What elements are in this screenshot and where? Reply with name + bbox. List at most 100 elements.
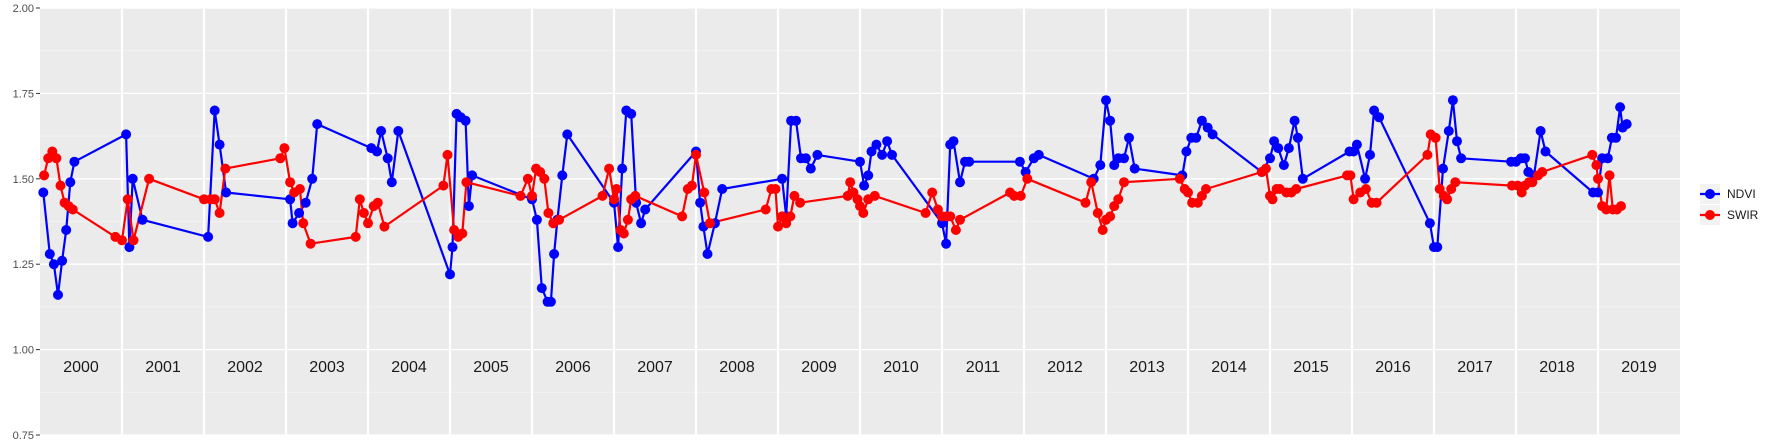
- data-point-ndvi: [48, 259, 59, 270]
- data-point-swir: [438, 180, 449, 191]
- data-point-ndvi: [467, 170, 478, 181]
- data-point-swir: [630, 190, 641, 201]
- data-point-ndvi: [1447, 95, 1458, 106]
- data-point-ndvi: [214, 139, 225, 150]
- data-point-swir: [305, 238, 316, 249]
- data-point-swir: [457, 228, 468, 239]
- year-label: 2005: [473, 359, 509, 376]
- data-point-swir: [358, 208, 369, 218]
- data-point-swir: [1097, 225, 1108, 235]
- data-point-ndvi: [1360, 173, 1371, 184]
- y-tick-label: 0.75: [13, 430, 34, 442]
- data-point-swir: [618, 228, 629, 239]
- data-point-swir: [1360, 184, 1371, 194]
- year-label: 2015: [1293, 359, 1329, 376]
- data-point-swir: [858, 208, 869, 218]
- year-label: 2019: [1621, 359, 1657, 376]
- data-point-swir: [1086, 177, 1097, 188]
- data-point-swir: [604, 163, 615, 174]
- data-point-swir: [354, 194, 365, 205]
- y-axis: 0.75 1.00 1.25 1.50 1.75 2.00: [13, 3, 40, 442]
- data-point-swir: [1092, 208, 1103, 218]
- data-point-ndvi: [127, 173, 138, 184]
- data-point-swir: [795, 197, 806, 208]
- data-point-swir: [677, 211, 688, 222]
- data-point-swir: [214, 208, 225, 218]
- data-point-swir: [927, 187, 938, 198]
- data-point-ndvi: [859, 180, 870, 191]
- data-point-ndvi: [1615, 102, 1626, 113]
- data-point-ndvi: [69, 156, 80, 167]
- data-point-ndvi: [557, 170, 568, 181]
- data-point-ndvi: [805, 163, 816, 174]
- data-point-swir: [1591, 160, 1602, 171]
- data-point-swir: [1174, 173, 1185, 184]
- y-tick-label: 1.75: [13, 88, 34, 100]
- data-point-swir: [597, 190, 608, 201]
- data-point-ndvi: [941, 238, 952, 249]
- data-point-ndvi: [312, 119, 323, 130]
- data-point-ndvi: [1424, 218, 1435, 229]
- data-point-swir: [945, 211, 956, 222]
- data-point-swir: [372, 197, 383, 208]
- data-point-swir: [275, 153, 286, 164]
- data-point-ndvi: [613, 242, 624, 253]
- data-point-swir: [1371, 197, 1382, 208]
- data-point-ndvi: [1101, 95, 1111, 106]
- data-point-ndvi: [287, 218, 298, 229]
- data-point-ndvi: [1443, 126, 1454, 136]
- data-point-ndvi: [1129, 163, 1140, 174]
- data-point-swir: [363, 218, 373, 229]
- data-point-ndvi: [294, 208, 305, 218]
- data-point-ndvi: [536, 283, 547, 294]
- data-point-ndvi: [1124, 132, 1134, 143]
- data-point-ndvi: [717, 184, 728, 194]
- legend: NDVI SWIR: [1700, 184, 1759, 225]
- data-point-ndvi: [866, 146, 877, 157]
- data-point-swir: [554, 214, 565, 225]
- data-point-ndvi: [1611, 132, 1621, 143]
- data-point-ndvi: [447, 242, 458, 253]
- data-point-swir: [1616, 201, 1626, 212]
- data-point-swir: [611, 184, 622, 194]
- year-label: 2004: [391, 359, 427, 376]
- data-point-ndvi: [1283, 143, 1294, 154]
- data-point-ndvi: [1278, 160, 1289, 171]
- year-label: 2007: [637, 359, 673, 376]
- data-point-swir: [1080, 197, 1091, 208]
- data-point-swir: [1201, 184, 1211, 194]
- year-label: 2018: [1539, 359, 1575, 376]
- year-label: 2009: [801, 359, 837, 376]
- data-point-swir: [209, 194, 220, 205]
- data-point-swir: [691, 149, 701, 160]
- data-point-ndvi: [121, 129, 132, 140]
- data-point-ndvi: [1196, 115, 1207, 126]
- data-point-ndvi: [372, 146, 382, 157]
- data-point-ndvi: [1593, 187, 1603, 198]
- data-point-ndvi: [1292, 132, 1303, 143]
- data-point-swir: [1260, 163, 1271, 174]
- data-point-swir: [699, 187, 710, 198]
- data-point-ndvi: [1095, 160, 1106, 171]
- data-point-swir: [1015, 190, 1026, 201]
- data-point-ndvi: [1438, 163, 1448, 174]
- year-label: 2010: [883, 359, 919, 376]
- data-point-ndvi: [1520, 153, 1530, 164]
- data-point-ndvi: [386, 177, 397, 188]
- data-point-ndvi: [863, 170, 874, 181]
- data-point-swir: [1604, 170, 1615, 181]
- data-point-ndvi: [640, 204, 651, 215]
- data-point-swir: [522, 173, 533, 184]
- data-point-swir: [1348, 194, 1359, 205]
- data-point-swir: [1119, 177, 1129, 188]
- year-label: 2011: [966, 359, 1001, 376]
- data-point-swir: [515, 190, 526, 201]
- data-point-ndvi: [382, 153, 393, 164]
- data-point-swir: [1430, 132, 1441, 143]
- data-point-ndvi: [221, 187, 232, 198]
- year-label: 2014: [1211, 359, 1247, 376]
- data-point-swir: [350, 231, 361, 242]
- data-point-ndvi: [1014, 156, 1025, 167]
- data-point-ndvi: [812, 149, 823, 160]
- data-point-swir: [1291, 184, 1302, 194]
